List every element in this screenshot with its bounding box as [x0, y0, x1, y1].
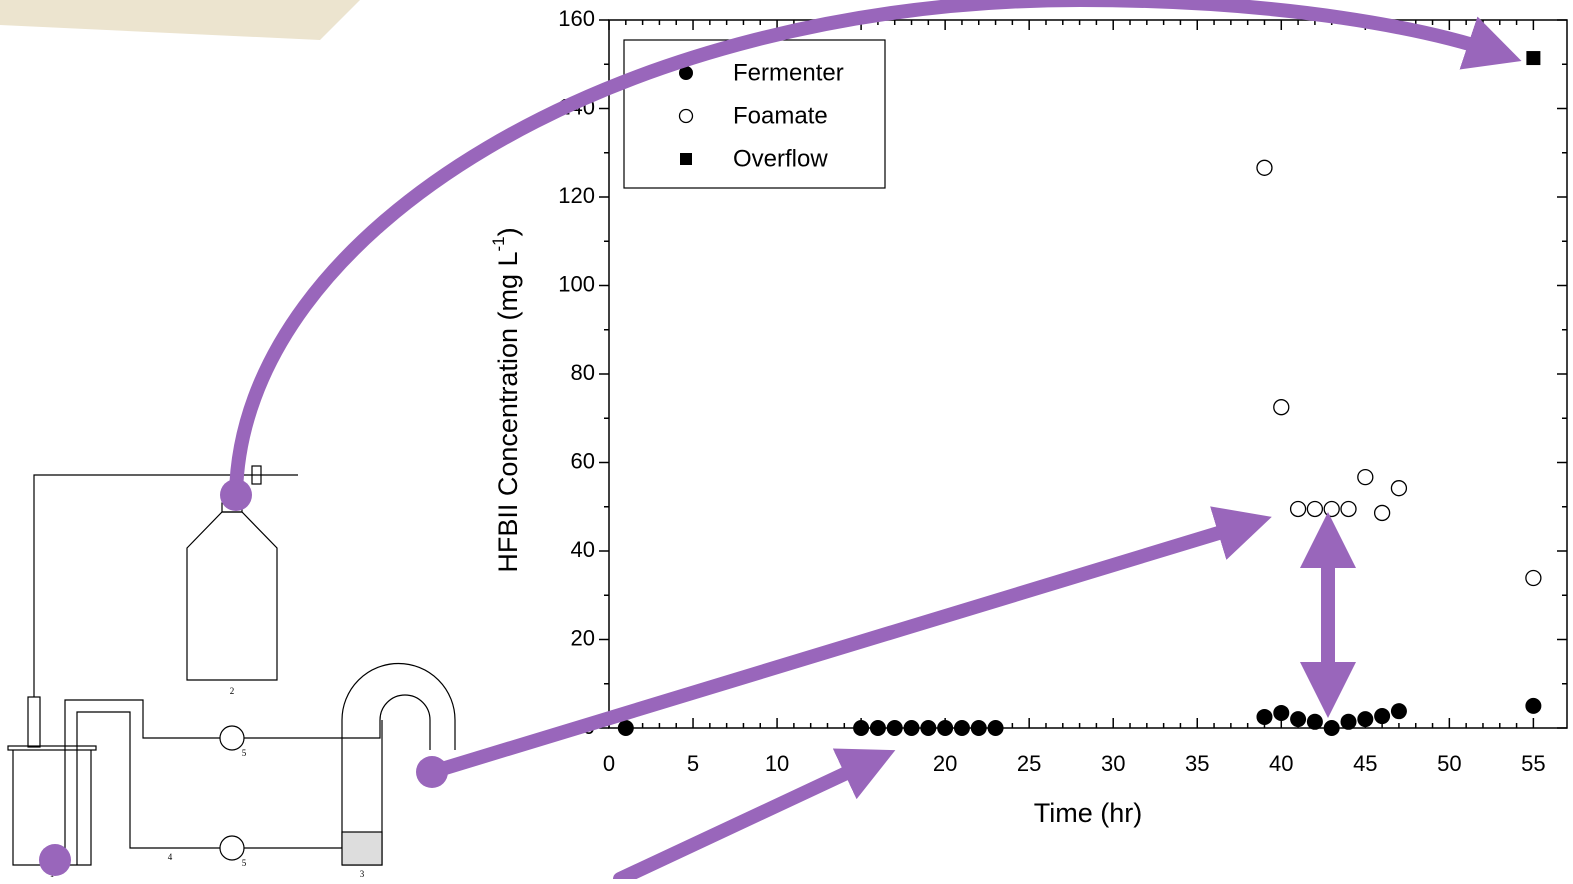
data-point — [1324, 720, 1340, 736]
x-tick-label: 5 — [687, 751, 699, 776]
legend-label: Foamate — [733, 102, 828, 129]
data-point — [887, 720, 903, 736]
y-tick-label: 60 — [571, 448, 595, 473]
y-tick-label: 20 — [571, 625, 595, 650]
diagram-label: 5 — [242, 748, 247, 758]
data-point — [1341, 714, 1357, 730]
arrow-origin — [39, 844, 71, 876]
x-tick-label: 50 — [1437, 751, 1461, 776]
data-point — [971, 720, 987, 736]
data-point — [853, 720, 869, 736]
data-point — [988, 720, 1004, 736]
x-tick-label: 55 — [1521, 751, 1545, 776]
y-tick-label: 120 — [558, 183, 595, 208]
data-point — [1358, 470, 1373, 485]
data-point — [1307, 714, 1323, 730]
diagram-label: 4 — [168, 852, 173, 862]
data-point — [618, 720, 634, 736]
data-point — [1273, 705, 1289, 721]
data-point — [1291, 501, 1306, 516]
x-axis-label: Time (hr) — [1034, 798, 1143, 828]
data-point — [1341, 501, 1356, 516]
data-point — [1526, 51, 1540, 65]
legend-marker — [680, 110, 693, 123]
data-point — [1374, 708, 1390, 724]
arrow-origin — [416, 756, 448, 788]
legend-marker — [680, 153, 692, 165]
x-tick-label: 45 — [1353, 751, 1377, 776]
x-tick-label: 35 — [1185, 751, 1209, 776]
x-tick-label: 30 — [1101, 751, 1125, 776]
data-point — [1307, 501, 1322, 516]
data-point — [1274, 400, 1289, 415]
photo-fragment — [0, 0, 360, 40]
data-point — [1526, 570, 1541, 585]
y-axis-label-part: -1 — [489, 236, 508, 251]
page: 2 1 3 4 5 5 Time (hr) HFBII Concentratio… — [0, 0, 1573, 879]
legend-label: Fermenter — [733, 59, 844, 86]
data-point — [1391, 703, 1407, 719]
y-tick-label: 40 — [571, 537, 595, 562]
x-tick-label: 10 — [765, 751, 789, 776]
data-point — [1290, 711, 1306, 727]
y-tick-label: 80 — [571, 360, 595, 385]
legend-label: Overflow — [733, 145, 828, 172]
arrow-origin — [220, 479, 252, 511]
data-point — [1256, 709, 1272, 725]
data-point — [1324, 501, 1339, 516]
data-point — [1257, 160, 1272, 175]
x-tick-label: 40 — [1269, 751, 1293, 776]
y-tick-label: 100 — [558, 271, 595, 296]
data-point — [937, 720, 953, 736]
x-tick-label: 25 — [1017, 751, 1041, 776]
x-tick-label: 20 — [933, 751, 957, 776]
data-point — [954, 720, 970, 736]
data-point — [1357, 711, 1373, 727]
y-axis-label-part: ) — [493, 227, 523, 236]
diagram-label: 3 — [360, 869, 365, 879]
y-axis-label: HFBII Concentration (mg L-1) — [489, 227, 523, 572]
data-point — [1525, 698, 1541, 714]
x-tick-label: 0 — [603, 751, 615, 776]
data-point — [920, 720, 936, 736]
data-point — [870, 720, 886, 736]
data-point — [1391, 481, 1406, 496]
diagram-label: 5 — [242, 858, 247, 868]
y-axis-label-part: HFBII Concentration (mg L — [493, 251, 523, 572]
y-tick-label: 160 — [558, 6, 595, 31]
data-point — [904, 720, 920, 736]
apparatus-diagram — [8, 466, 455, 865]
data-point — [1375, 505, 1390, 520]
diagram-label: 2 — [230, 686, 235, 696]
